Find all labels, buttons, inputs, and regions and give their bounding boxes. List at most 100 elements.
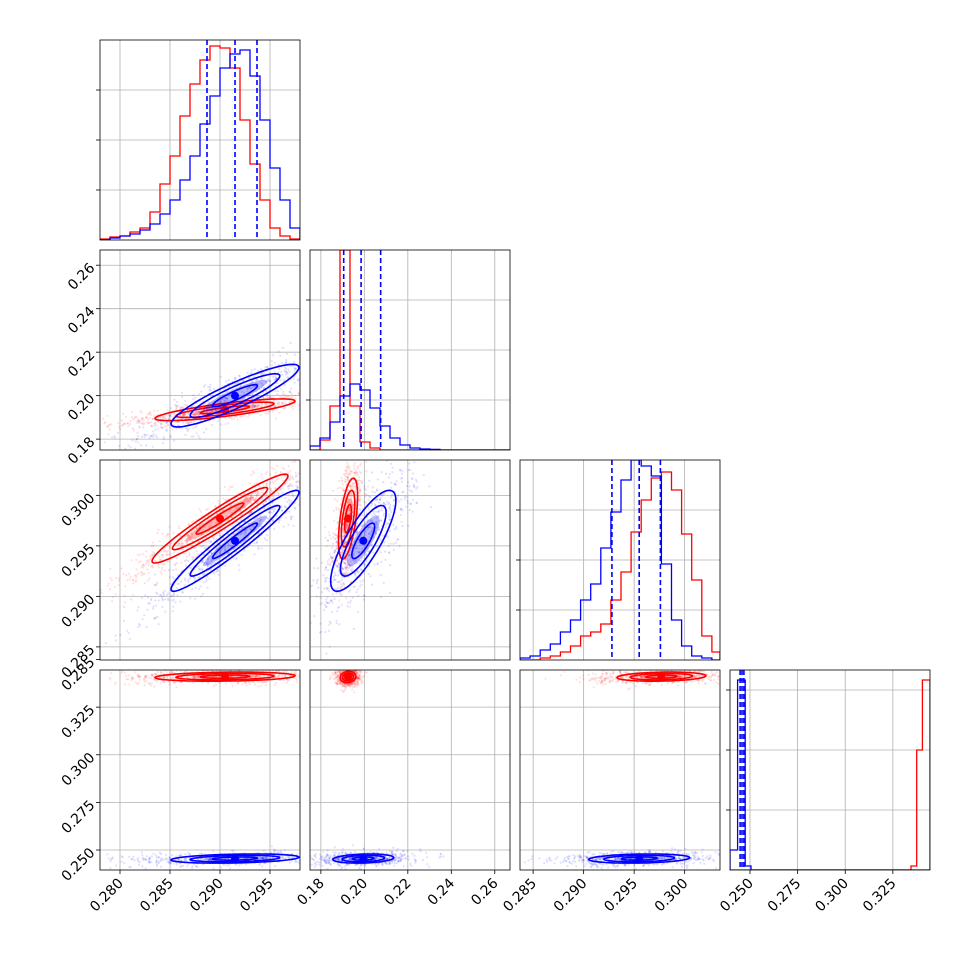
sample-point [316, 482, 318, 484]
sample-point [108, 676, 111, 679]
sample-point [374, 532, 378, 536]
sample-point [220, 400, 223, 403]
sample-point [253, 385, 256, 388]
sample-point [321, 602, 324, 605]
sample-point [361, 523, 364, 527]
sample-point [348, 473, 351, 476]
sample-point [253, 498, 256, 501]
sample-point [164, 610, 167, 613]
sample-point [214, 505, 217, 508]
sample-point [304, 395, 306, 397]
sample-point [356, 569, 359, 573]
sample-point [340, 480, 343, 483]
sample-point [120, 567, 123, 570]
sample-point [139, 410, 142, 413]
sample-point [206, 564, 209, 567]
sample-point [118, 452, 120, 454]
sample-point [154, 672, 157, 675]
sample-point [347, 498, 350, 502]
sample-point [266, 471, 269, 474]
sample-point [403, 495, 406, 498]
sample-point [401, 509, 404, 512]
sample-point [245, 496, 248, 499]
sample-point [162, 438, 165, 441]
sample-point [100, 589, 103, 592]
sample-point [172, 605, 175, 608]
sample-point [155, 863, 158, 866]
sample-point [370, 502, 374, 505]
sample-point [262, 681, 265, 684]
sample-point [234, 863, 237, 866]
sample-point [356, 532, 359, 535]
sample-point [363, 562, 367, 566]
sample-point [99, 456, 101, 458]
sample-point [173, 677, 176, 680]
sample-point [154, 854, 157, 857]
sample-point [358, 476, 361, 479]
sample-point [214, 409, 218, 412]
sample-point [331, 559, 334, 563]
sample-point [132, 677, 135, 680]
sample-point [209, 524, 212, 527]
sample-point [152, 433, 155, 436]
sample-point [200, 681, 204, 684]
sample-point [315, 463, 317, 465]
sample-point [139, 675, 142, 678]
sample-point [244, 532, 247, 535]
sample-point [347, 338, 349, 340]
sample-point [165, 553, 168, 556]
sample-point [187, 412, 190, 416]
sample-point [366, 528, 369, 531]
sample-point [376, 488, 379, 491]
sample-point [182, 413, 185, 417]
sample-point [165, 421, 169, 424]
sample-point [374, 504, 377, 507]
sample-point [306, 387, 308, 389]
sample-point [348, 465, 351, 468]
sample-point [181, 538, 184, 541]
sample-point [305, 477, 307, 479]
sample-point [243, 549, 246, 552]
sample-point [121, 670, 124, 672]
sample-point [201, 417, 205, 420]
sample-point [259, 379, 262, 382]
sample-point [218, 675, 221, 679]
sample-point [127, 463, 129, 465]
sample-point [258, 515, 262, 518]
sample-point [274, 389, 277, 393]
sample-point [289, 365, 292, 368]
sample-point [111, 436, 114, 439]
sample-point [360, 471, 363, 474]
sample-point [328, 623, 331, 627]
sample-point [267, 404, 270, 408]
sample-point [201, 539, 204, 542]
sample-point [327, 346, 329, 348]
sample-point [294, 501, 297, 504]
sample-point [284, 370, 287, 373]
sample-point [279, 487, 282, 490]
sample-point [160, 422, 163, 425]
sample-point [415, 502, 419, 505]
sample-point [326, 562, 329, 565]
sample-point [267, 379, 270, 383]
sample-point [262, 503, 265, 506]
sample-point [388, 515, 391, 518]
sample-point [134, 580, 137, 583]
sample-point [260, 372, 263, 375]
sample-point [155, 424, 159, 427]
sample-point [331, 611, 334, 614]
sample-point [186, 430, 189, 433]
sample-point [294, 860, 297, 864]
sample-point [345, 525, 348, 528]
sample-point [182, 407, 185, 410]
sample-point [337, 580, 340, 584]
sample-point [194, 676, 197, 679]
sample-point [110, 672, 113, 675]
sample-point [108, 588, 112, 591]
sample-point [257, 369, 260, 372]
sample-point [197, 413, 201, 416]
sample-point [319, 320, 321, 322]
sample-point [169, 553, 172, 556]
sample-point [133, 416, 136, 419]
sample-point [256, 378, 259, 382]
